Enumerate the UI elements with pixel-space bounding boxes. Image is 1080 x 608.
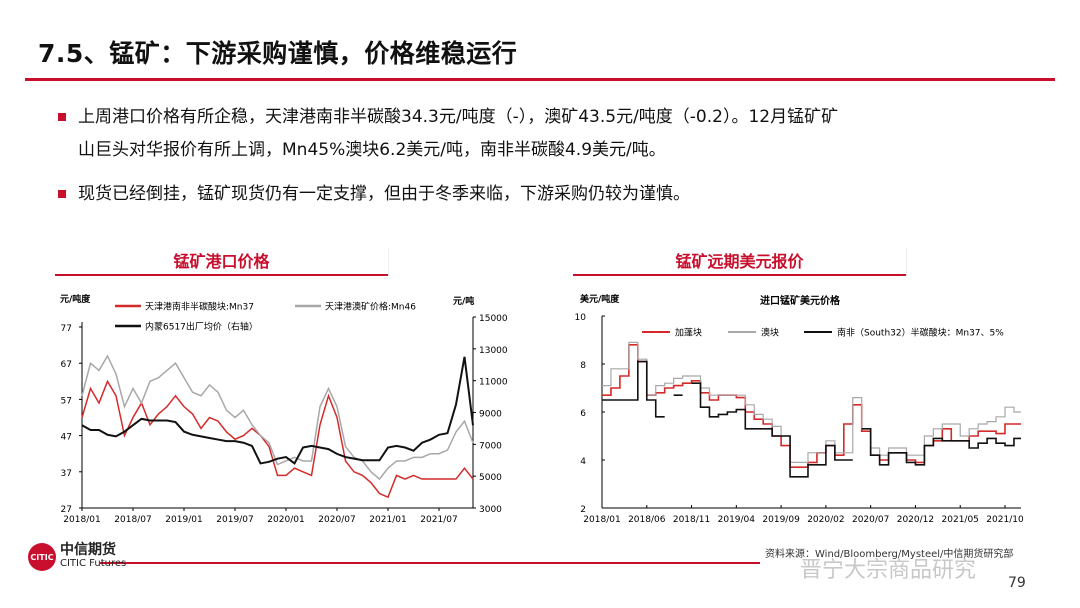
- legend-label: 南非（South32）半碳酸块：Mn37、5%: [837, 327, 1004, 339]
- y2-tick-label: 7000: [479, 441, 502, 451]
- x-tick-label: 2019/09: [762, 515, 800, 525]
- y-tick-label: 10: [575, 313, 587, 323]
- legend-label: 澳块: [761, 327, 779, 339]
- x-tick-label: 2020/12: [897, 515, 934, 525]
- y-axis-label: 美元/吨度: [580, 293, 620, 305]
- x-tick-label: 2020/07: [852, 515, 889, 525]
- bullet-2-line1: 现货已经倒挂，锰矿现货仍有一定支撑，但由于冬季来临，下游采购仍较为谨慎。: [78, 184, 690, 204]
- y2-tick-label: 5000: [479, 473, 502, 483]
- series-line-2: [81, 354, 474, 481]
- y2-tick-label: 3000: [479, 505, 502, 515]
- watermark: 晋宁大宗商品研究: [800, 558, 977, 583]
- logo-cn: 中信期货: [60, 542, 116, 558]
- x-tick-label: 2021/07: [420, 515, 457, 525]
- y-tick-label: 8: [580, 361, 586, 371]
- x-tick-label: 2018/01: [583, 515, 620, 525]
- x-tick-label: 2019/07: [216, 515, 253, 525]
- y-tick-label: 57: [61, 396, 72, 406]
- series-line-1: [602, 344, 1021, 468]
- y2-tick-label: 11000: [479, 378, 508, 388]
- y2-tick-label: 9000: [479, 410, 502, 420]
- footer-divider: [100, 562, 760, 564]
- x-tick-label: 2021/05: [942, 515, 979, 525]
- y-tick-label: 47: [61, 433, 72, 443]
- x-tick-label: 2020/01: [267, 515, 304, 525]
- page-number: 79: [1008, 575, 1026, 591]
- page-title: 7.5、锰矿：下游采购谨慎，价格维稳运行: [38, 39, 518, 68]
- x-tick-label: 2020/07: [318, 515, 355, 525]
- x-tick-label: 2018/06: [628, 515, 666, 525]
- legend-label: 加蓬块: [675, 327, 702, 339]
- series-line-3: [81, 356, 474, 465]
- series-line-1: [81, 379, 474, 499]
- bullet-1-line2: 山巨头对华报价有所上调，Mn45%澳块6.2美元/吨，南非半碳酸4.9美元/吨。: [78, 140, 666, 160]
- legend-label: 内蒙6517出厂均价（右轴）: [145, 321, 258, 333]
- y-tick-label: 4: [580, 457, 586, 467]
- x-tick-label: 2020/02: [807, 515, 844, 525]
- chart-2-header: 锰矿远期美元报价: [573, 248, 906, 276]
- chart-title: 进口锰矿美元价格: [760, 294, 841, 307]
- series-line-3: [602, 360, 1021, 478]
- chart-1-header: 锰矿港口价格: [55, 248, 388, 276]
- x-tick-label: 2018/07: [114, 515, 151, 525]
- x-tick-label: 2019/04: [718, 515, 756, 525]
- bullet-square-icon: [58, 113, 66, 121]
- title-divider: [25, 78, 1055, 81]
- x-tick-label: 2021/01: [369, 515, 406, 525]
- y2-tick-label: 15000: [479, 314, 508, 324]
- bullet-2: 现货已经倒挂，锰矿现货仍有一定支撑，但由于冬季来临，下游采购仍较为谨慎。: [58, 178, 1048, 211]
- bullet-1: 上周港口价格有所企稳，天津港南非半碳酸34.3元/吨度（-），澳矿43.5元/吨…: [58, 101, 1048, 167]
- citic-logo: CITIC 中信期货 CITIC Futures: [28, 543, 126, 571]
- logo-en: CITIC Futures: [60, 558, 127, 569]
- y2-axis-label: 元/吨: [453, 295, 474, 307]
- legend-label: 天津港澳矿价格:Mn46: [325, 301, 416, 313]
- x-tick-label: 2018/11: [673, 515, 710, 525]
- x-tick-label: 2021/10: [986, 515, 1024, 525]
- y-tick-label: 77: [61, 324, 72, 334]
- legend-label: 天津港南非半碳酸块:Mn37: [145, 301, 254, 313]
- bullet-1-line1: 上周港口价格有所企稳，天津港南非半碳酸34.3元/吨度（-），澳矿43.5元/吨…: [78, 107, 839, 127]
- y-tick-label: 27: [61, 505, 72, 515]
- y-tick-label: 67: [61, 360, 72, 370]
- citic-logo-icon: CITIC: [28, 543, 56, 571]
- y-tick-label: 6: [580, 409, 586, 419]
- y-tick-label: 37: [61, 469, 72, 479]
- x-tick-label: 2018/01: [63, 515, 100, 525]
- y-axis-label: 元/吨度: [60, 293, 91, 305]
- bullet-square-icon: [58, 190, 66, 198]
- y-tick-label: 2: [580, 505, 586, 515]
- series-line-2: [602, 341, 1021, 463]
- x-tick-label: 2019/01: [165, 515, 202, 525]
- y2-tick-label: 13000: [479, 346, 508, 356]
- source-note: 资料来源：Wind/Bloomberg/Mysteel/中信期货研究部: [765, 549, 1014, 560]
